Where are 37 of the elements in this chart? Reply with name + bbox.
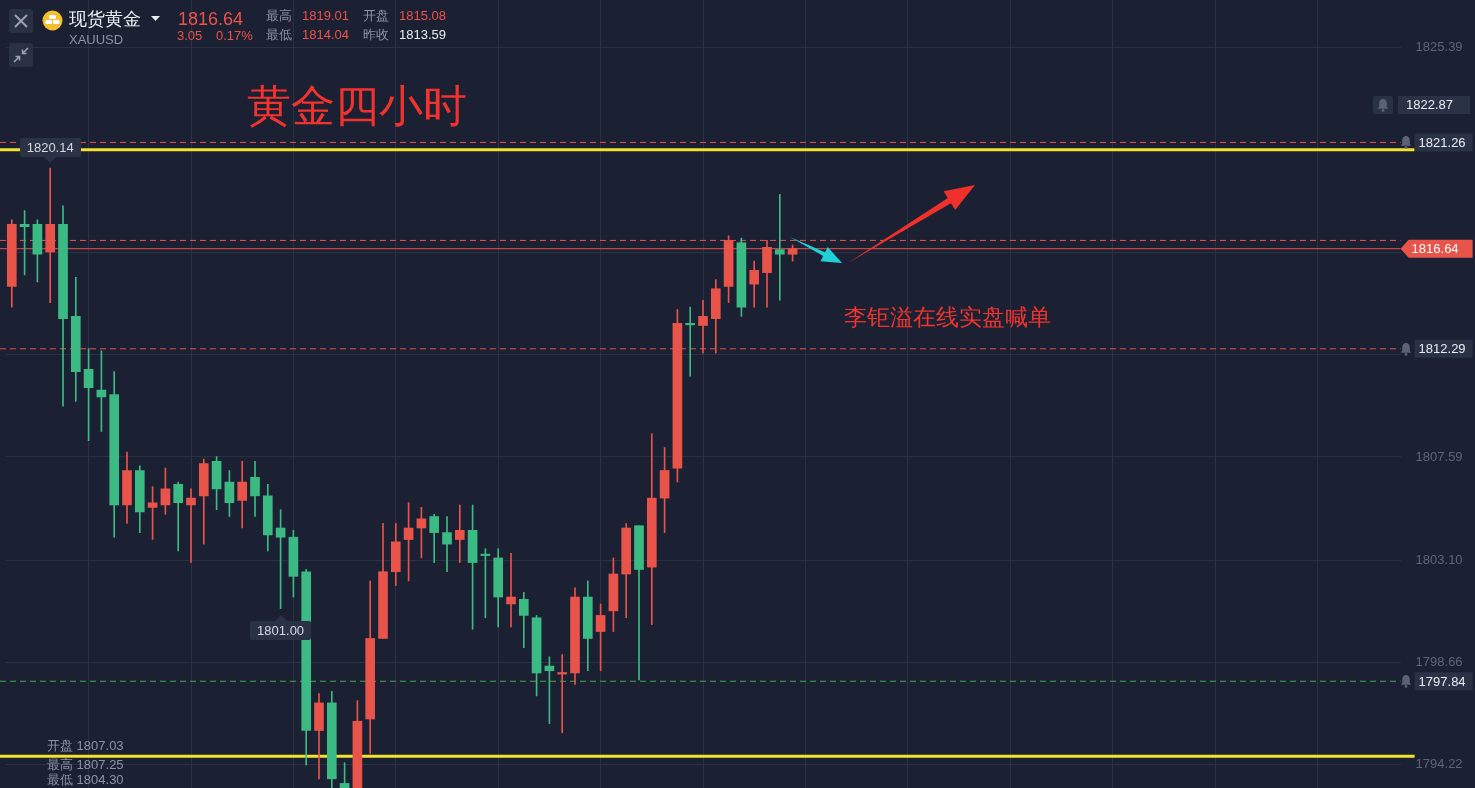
- annotation: 开盘 1807.03: [47, 737, 124, 754]
- ref-line-label: 1797.84: [1418, 673, 1466, 689]
- candlestick: [454, 504, 465, 563]
- annotation: 1814.04: [302, 26, 349, 43]
- text: 现货黄金: [69, 8, 141, 30]
- candlestick: [442, 516, 452, 573]
- candlestick: [186, 488, 196, 563]
- annotation: 3.05: [177, 28, 203, 44]
- annotation: 1820.14: [19, 138, 81, 158]
- candlestick: [506, 553, 516, 628]
- ref-line-label: 1821.26: [1418, 134, 1466, 150]
- y-tick-label: 1825.39: [1415, 38, 1463, 54]
- annotation: 1816.64: [178, 8, 244, 30]
- annotation: 黄金四小时: [247, 80, 467, 132]
- y-tick-label: 1803.10: [1415, 551, 1463, 567]
- annotation: 1815.08: [399, 7, 446, 24]
- annotation: 李钜溢在线实盘喊单: [844, 303, 1051, 331]
- annotation: 1819.01: [302, 7, 349, 24]
- y-tick-label: 1798.66: [1415, 653, 1463, 669]
- text: 1822.87: [1398, 96, 1470, 114]
- y-tick-label: 1807.59: [1415, 448, 1463, 464]
- annotation: 最低 1804.30: [47, 771, 124, 788]
- annotation: 1801.00: [250, 620, 312, 640]
- text: XAUUSD: [69, 32, 124, 48]
- annotation: 1813.59: [399, 26, 446, 43]
- annotation: 最低: [266, 26, 292, 43]
- candlestick: [557, 654, 568, 734]
- candlestick: [774, 194, 785, 301]
- candlestick: [685, 306, 696, 377]
- annotation: 最高: [266, 7, 292, 24]
- ref-line-label: 1812.29: [1418, 341, 1466, 357]
- annotation: 最高 1807.25: [47, 756, 124, 773]
- ref-line-label: 1816.64: [1411, 241, 1459, 257]
- annotation: 昨收: [363, 26, 389, 43]
- annotation: 0.17%: [216, 28, 253, 44]
- y-tick-label: 1794.22: [1415, 756, 1463, 772]
- annotation: 开盘: [363, 7, 389, 24]
